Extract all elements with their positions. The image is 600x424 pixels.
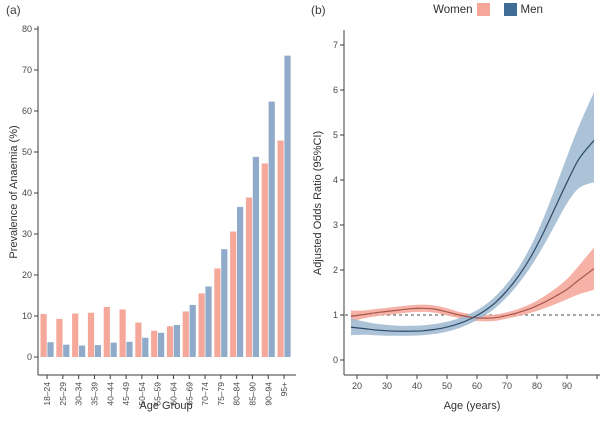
legend-swatch-women: [476, 3, 490, 16]
panel-a-y-tick-label: 40: [22, 188, 32, 198]
ci-band-women: [351, 247, 594, 322]
panel-a-x-tick-label: 35–39: [89, 382, 99, 406]
panel-a-x-tick-label: 60–64: [168, 382, 178, 406]
panel-a-x-tick-label: 45–49: [121, 382, 131, 406]
panel-a-y-tick-label: 30: [22, 229, 32, 239]
bar-men-80–84: [237, 206, 244, 357]
panel-b-x-tick-label: 70: [502, 381, 512, 391]
panel-a-x-tick-label: 25–29: [58, 382, 68, 406]
panel-b-x-tick-label: 40: [412, 381, 422, 391]
panel-a-x-tick-label: 50–54: [137, 382, 147, 406]
bar-women-25–29: [56, 318, 63, 357]
bar-women-75–79: [214, 268, 221, 357]
legend-swatch-men: [503, 3, 517, 16]
panel-a-y-tick-label: 80: [22, 24, 32, 34]
bar-men-55–59: [158, 332, 165, 357]
bar-men-95+: [284, 55, 291, 358]
panel-a-y-tick-label: 20: [22, 270, 32, 280]
panel-a-x-tick-label: 55–59: [153, 382, 163, 406]
panel-b-plot: 0 1 2 3 4 5 6 7 20 30 40 50 60 70 80 90: [333, 30, 600, 391]
panel-a-x-tick-label: 18–24: [42, 382, 52, 406]
panel-b-x-tick-label: 30: [382, 381, 392, 391]
panel-b-x-tick-label: 20: [352, 381, 362, 391]
panel-b-x-tick-label: 90: [562, 381, 572, 391]
bar-men-35–39: [94, 345, 101, 357]
bar-men-18–24: [47, 342, 54, 357]
panel-b-y-tick-label: 6: [333, 85, 338, 95]
panel-b-y-tick-label: 0: [333, 355, 338, 365]
bar-men-45–49: [126, 341, 133, 357]
panel-a-x-tick-label: 70–74: [200, 382, 210, 406]
panel-a-x-tick-label: 30–34: [74, 382, 84, 406]
bar-women-95+: [277, 140, 284, 357]
panel-b-y-tick-label: 7: [333, 40, 338, 50]
panel-a-tag: (a): [6, 3, 21, 17]
bar-women-60–64: [166, 326, 174, 357]
panel-a-plot: 0 10 20 30 40 50 60 70 80 18–24 25–29 30–34 35–39 40–…: [22, 24, 296, 406]
bar-men-25–29: [63, 344, 70, 357]
legend-label-men: Men: [520, 3, 543, 16]
bar-men-30–34: [79, 345, 86, 357]
panel-a-x-tick-label: 75–79: [216, 382, 226, 406]
panel-a-x-tick-label: 65–69: [184, 382, 194, 406]
panel-b-y-tick-label: 3: [333, 220, 338, 230]
bar-men-50–54: [142, 337, 149, 357]
panel-b-x-tick-label: 50: [442, 381, 452, 391]
bar-women-40–44: [103, 306, 110, 357]
bar-men-60–64: [173, 325, 180, 357]
panel-a-x-tick-label: 95+: [279, 382, 289, 396]
panel-a-y-tick-label: 60: [22, 106, 32, 116]
panel-a-y-tick-label: 70: [22, 65, 32, 75]
bar-men-85–90: [252, 156, 259, 357]
panel-a-y-tick-label: 10: [22, 311, 32, 321]
bar-women-18–24: [40, 313, 47, 357]
ci-band-men: [351, 92, 594, 336]
legend-item-women: Women: [433, 3, 490, 16]
fit-line-women: [350, 268, 595, 319]
panel-b-x-axis-title: Age (years): [443, 400, 501, 412]
bar-women-30–34: [72, 313, 79, 357]
legend-item-men: Men: [503, 3, 543, 16]
bar-women-80–84: [230, 231, 237, 357]
panel-b-x-tick-label: 60: [472, 381, 482, 391]
panel-b-x-tick-label: 80: [532, 381, 542, 391]
panel-a-y-tick-label: 50: [22, 147, 32, 157]
legend-label-women: Women: [433, 3, 473, 16]
bar-women-55–59: [151, 330, 158, 357]
panel-a-x-axis-title: Age Group: [139, 400, 193, 412]
fit-line-men: [350, 140, 595, 332]
panel-a-y-tick-label: 0: [27, 352, 32, 362]
panel-b-y-tick-label: 2: [333, 265, 338, 275]
panel-a-x-tick-label: 80–84: [232, 382, 242, 406]
panel-b-y-tick-label: 1: [333, 310, 338, 320]
bar-women-85–90: [245, 197, 253, 357]
bar-women-65–69: [182, 311, 189, 357]
panel-a-x-tick-label: 40–44: [105, 382, 115, 406]
panel-a-x-tick-label: 85–90: [247, 382, 257, 406]
bar-women-45–49: [119, 309, 126, 357]
bar-men-75–79: [221, 249, 228, 357]
bar-women-50–54: [135, 322, 142, 357]
bar-men-90–94: [268, 101, 275, 357]
bar-men-65–69: [189, 304, 196, 357]
bar-men-70–74: [205, 286, 212, 357]
panel-a-y-axis-title: Prevalence of Anaemia (%): [8, 125, 20, 259]
bar-women-70–74: [198, 293, 205, 357]
panel-b-y-axis-title: Adjusted Odds Ratio (95%CI): [312, 130, 324, 276]
panel-a-x-tick-label: 90–94: [263, 382, 273, 406]
panel-b-tag: (b): [311, 3, 326, 17]
bar-women-35–39: [87, 312, 95, 357]
bar-men-40–44: [110, 342, 117, 357]
bar-women-90–94: [261, 163, 268, 357]
legend: Women Men: [360, 3, 600, 16]
panel-b-y-tick-label: 5: [333, 130, 338, 140]
panel-b-y-tick-label: 4: [333, 175, 338, 185]
